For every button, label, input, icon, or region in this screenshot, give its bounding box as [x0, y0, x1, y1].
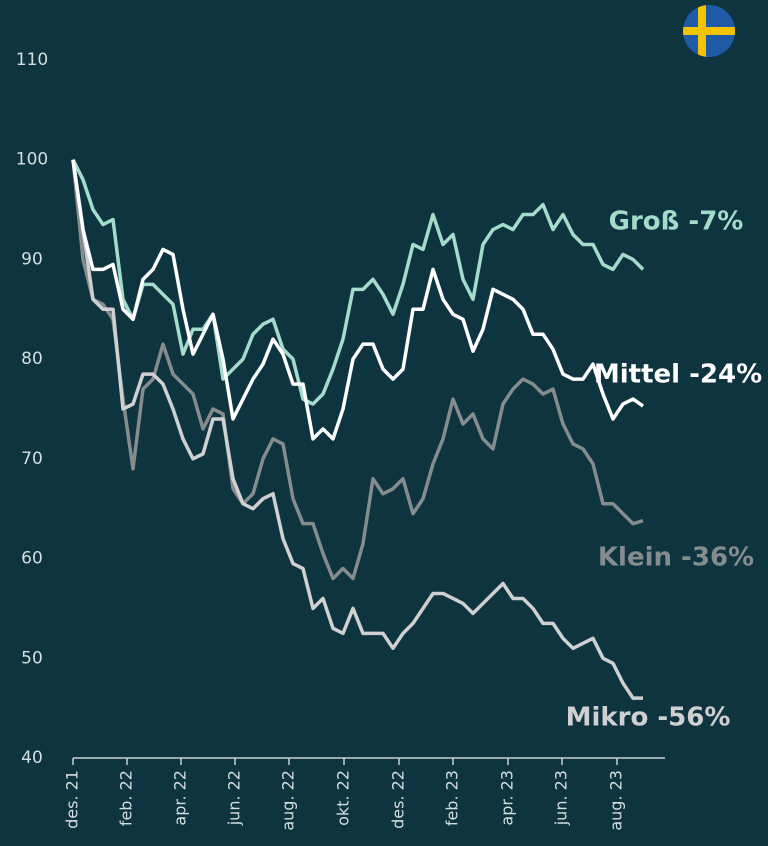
series-line: [71, 159, 645, 441]
x-tick-label: feb. 22: [117, 770, 136, 826]
x-tick-label: aug. 23: [607, 770, 626, 831]
y-tick-label: 110: [16, 50, 48, 70]
x-tick-label: des. 22: [389, 770, 408, 829]
y-tick-label: 40: [21, 748, 43, 768]
x-tick-label: jun. 22: [225, 770, 244, 826]
y-tick-label: 50: [21, 648, 43, 668]
x-tick-label: feb. 23: [443, 770, 462, 826]
y-tick-label: 80: [21, 349, 43, 369]
y-tick-label: 90: [21, 249, 43, 269]
series-line: [71, 159, 643, 700]
flag-sweden: [683, 5, 735, 57]
series-label: Groß -7%: [609, 207, 744, 237]
y-tick-label: 60: [21, 549, 43, 569]
series-line: [71, 158, 645, 406]
series-label: Mikro -56%: [566, 703, 731, 733]
series-label: Klein -36%: [598, 543, 754, 573]
x-tick-label: okt. 22: [334, 770, 353, 826]
x-tick-label: apr. 23: [498, 770, 517, 826]
x-tick-label: aug. 22: [279, 770, 298, 831]
x-tick-label: apr. 22: [171, 770, 190, 826]
y-tick-label: 70: [21, 449, 43, 469]
y-tick-label: 100: [16, 150, 48, 170]
x-tick-label: des. 21: [63, 770, 82, 829]
series-label: Mittel -24%: [594, 360, 762, 390]
x-tick-label: jun. 23: [552, 770, 571, 826]
series-line: [71, 159, 644, 581]
